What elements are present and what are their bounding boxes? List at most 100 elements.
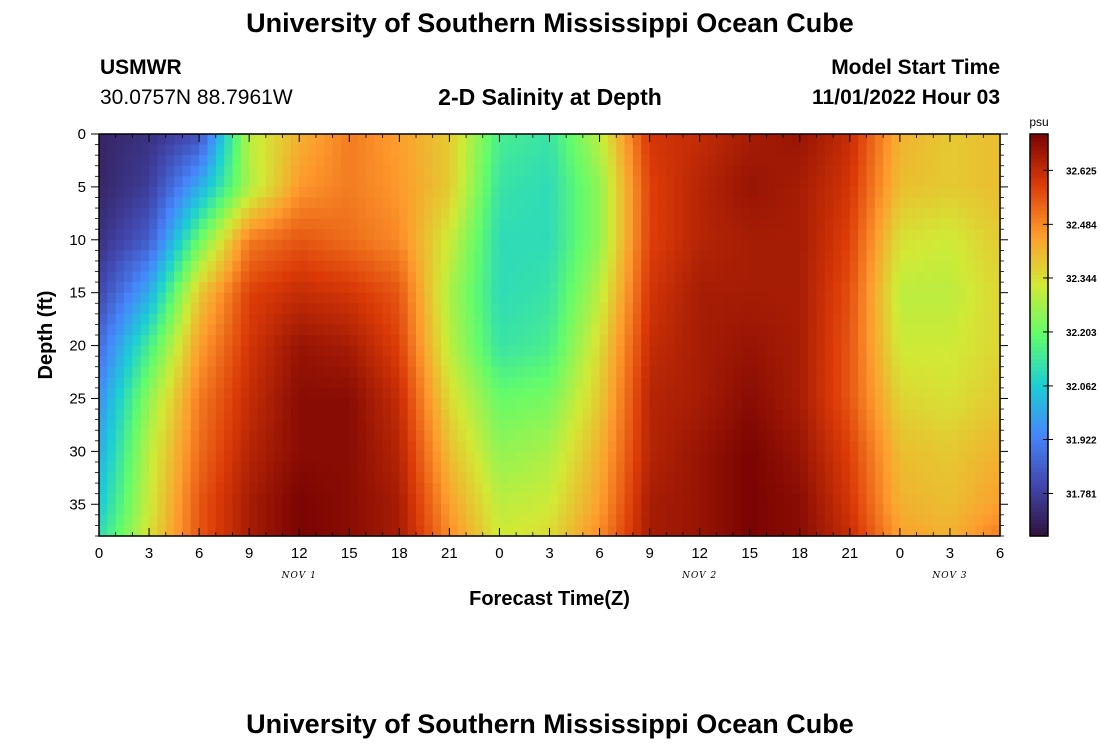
heatmap-cell: [582, 483, 592, 495]
heatmap-cell: [632, 197, 642, 209]
colorbar-segment: [1030, 306, 1048, 312]
heatmap-cell: [824, 377, 834, 389]
heatmap-cell: [841, 493, 851, 505]
heatmap-cell: [357, 144, 367, 156]
heatmap-cell: [858, 356, 868, 368]
heatmap-cell: [132, 229, 142, 241]
heatmap-cell: [933, 493, 943, 505]
heatmap-cell: [958, 419, 968, 431]
heatmap-cell: [582, 260, 592, 273]
heatmap-cell: [741, 493, 751, 505]
heatmap-cell: [457, 260, 467, 273]
heatmap-cell: [941, 292, 951, 304]
heatmap-cell: [908, 144, 918, 156]
heatmap-cell: [783, 514, 793, 527]
heatmap-cell: [290, 197, 300, 209]
heatmap-cell: [674, 282, 684, 294]
heatmap-cell: [332, 155, 342, 167]
heatmap-cell: [290, 292, 300, 304]
heatmap-cell: [466, 398, 476, 410]
heatmap-cell: [340, 366, 350, 378]
heatmap-cell: [190, 155, 200, 167]
heatmap-cell: [883, 504, 893, 516]
heatmap-cell: [265, 504, 275, 516]
heatmap-cell: [816, 260, 826, 273]
heatmap-cell: [616, 197, 626, 209]
heatmap-cell: [557, 451, 567, 463]
heatmap-cell: [474, 345, 484, 357]
heatmap-cell: [574, 440, 584, 452]
heatmap-cell: [215, 250, 225, 262]
heatmap-cell: [799, 419, 809, 431]
heatmap-cell: [382, 493, 392, 505]
heatmap-cell: [916, 218, 926, 230]
heatmap-cell: [349, 134, 359, 146]
heatmap-cell: [466, 282, 476, 294]
heatmap-cell: [958, 335, 968, 347]
heatmap-cell: [165, 409, 175, 421]
heatmap-cell: [983, 483, 993, 495]
heatmap-cell: [332, 324, 342, 336]
heatmap-cell: [107, 525, 117, 537]
heatmap-cell: [240, 313, 250, 326]
heatmap-cell: [224, 387, 234, 400]
heatmap-cell: [949, 472, 959, 484]
heatmap-cell: [758, 483, 767, 495]
heatmap-cell: [849, 525, 859, 537]
heatmap-cell: [833, 271, 843, 283]
heatmap-cell: [574, 303, 584, 315]
colorbar-segment: [1030, 150, 1048, 155]
heatmap-cell: [582, 345, 592, 357]
x-tick-label: 0: [95, 545, 103, 562]
heatmap-cell: [307, 155, 317, 167]
heatmap-cell: [574, 461, 584, 474]
heatmap-cell: [441, 461, 450, 474]
heatmap-cell: [799, 398, 809, 410]
heatmap-cell: [883, 387, 893, 400]
heatmap-cell: [549, 282, 559, 294]
heatmap-cell: [315, 229, 325, 241]
heatmap-cell: [99, 472, 108, 484]
heatmap-cell: [215, 186, 225, 199]
heatmap-cell: [99, 250, 108, 262]
heatmap-cell: [491, 282, 501, 294]
heatmap-cell: [115, 134, 125, 146]
heatmap-cell: [182, 409, 192, 421]
heatmap-cell: [549, 292, 559, 304]
heatmap-cell: [174, 451, 184, 463]
heatmap-cell: [299, 271, 309, 283]
heatmap-cell: [866, 313, 876, 326]
heatmap-cell: [240, 165, 250, 177]
heatmap-cell: [457, 419, 467, 431]
heatmap-cell: [833, 493, 843, 505]
heatmap-cell: [274, 260, 284, 273]
heatmap-cell: [908, 208, 918, 220]
heatmap-cell: [340, 239, 350, 251]
heatmap-cell: [933, 260, 943, 273]
heatmap-cell: [791, 155, 801, 167]
heatmap-cell: [908, 483, 918, 495]
heatmap-cell: [199, 144, 209, 156]
heatmap-cell: [332, 472, 342, 484]
heatmap-cell: [699, 250, 709, 262]
heatmap-cell: [416, 398, 425, 410]
heatmap-cell: [808, 229, 818, 241]
heatmap-cell: [332, 366, 342, 378]
heatmap-cell: [374, 313, 384, 326]
heatmap-cell: [215, 398, 225, 410]
heatmap-cell: [849, 356, 859, 368]
heatmap-cell: [808, 335, 818, 347]
heatmap-cell: [516, 144, 526, 156]
heatmap-cell: [374, 165, 384, 177]
heatmap-cell: [674, 366, 684, 378]
heatmap-cell: [157, 176, 167, 188]
heatmap-cell: [99, 186, 108, 199]
heatmap-cell: [808, 525, 818, 537]
heatmap-cell: [215, 483, 225, 495]
heatmap-cell: [207, 483, 217, 495]
heatmap-cell: [507, 345, 517, 357]
heatmap-cell: [99, 144, 108, 156]
heatmap-cell: [149, 451, 158, 463]
heatmap-cell: [174, 324, 184, 336]
heatmap-cell: [124, 440, 133, 452]
